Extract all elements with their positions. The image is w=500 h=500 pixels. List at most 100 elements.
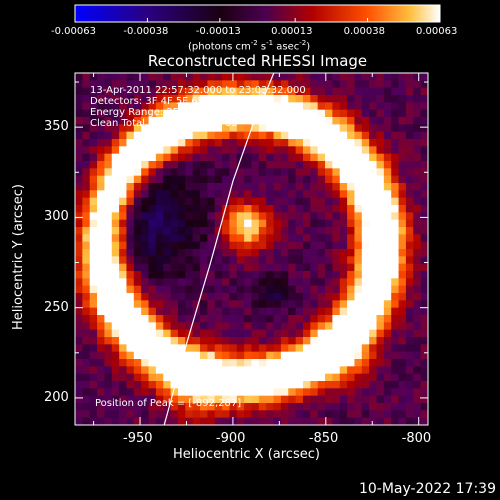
heatmap-cell — [133, 381, 142, 389]
heatmap-cell — [413, 161, 422, 169]
heatmap-cell — [97, 256, 106, 265]
heatmap-cell — [89, 307, 98, 316]
heatmap-cell — [383, 168, 392, 177]
heatmap-cell — [89, 256, 98, 265]
heatmap-cell — [369, 366, 378, 375]
heatmap-cell — [133, 117, 142, 125]
heatmap-cell — [244, 183, 253, 191]
heatmap-cell — [391, 219, 400, 228]
heatmap-cell — [222, 219, 231, 228]
heatmap-cell — [405, 300, 414, 309]
heatmap-cell — [361, 102, 370, 111]
heatmap-cell — [258, 73, 267, 81]
heatmap-cell — [347, 403, 356, 411]
heatmap-cell — [141, 337, 150, 345]
heatmap-cell — [207, 95, 216, 103]
heatmap-cell — [325, 351, 333, 360]
heatmap-cell — [104, 102, 113, 111]
heatmap-cell — [391, 271, 400, 279]
heatmap-cell — [361, 315, 370, 323]
heatmap-cell — [148, 388, 157, 397]
heatmap-cell — [258, 293, 267, 301]
heatmap-cell — [361, 366, 370, 375]
heatmap-cell — [383, 146, 392, 155]
heatmap-cell — [339, 373, 348, 382]
heatmap-cell — [192, 153, 201, 162]
heatmap-cell — [273, 300, 282, 309]
heatmap-cell — [405, 307, 414, 316]
heatmap-cell — [89, 278, 98, 287]
heatmap-cell — [376, 183, 385, 191]
info-box: 13-Apr-2011 22:57:32.000 to 23:03:32.000… — [90, 85, 306, 129]
heatmap-cell — [391, 351, 400, 360]
heatmap-cell — [104, 227, 113, 235]
heatmap-cell — [119, 205, 128, 213]
heatmap-cell — [200, 271, 208, 279]
heatmap-cell — [155, 351, 164, 360]
heatmap-cell — [405, 329, 414, 338]
heatmap-cell — [244, 234, 253, 243]
heatmap-cell — [332, 351, 341, 360]
heatmap-cell — [273, 403, 282, 411]
heatmap-cell — [339, 117, 348, 125]
heatmap-cell — [192, 124, 201, 133]
heatmap-cell — [266, 249, 275, 257]
heatmap-cell — [192, 285, 201, 294]
heatmap-cell — [214, 417, 223, 425]
heatmap-cell — [273, 263, 282, 272]
heatmap-cell — [126, 278, 135, 287]
heatmap-cell — [185, 205, 194, 213]
heatmap-cell — [376, 234, 385, 243]
heatmap-cell — [170, 249, 179, 257]
heatmap-cell — [192, 161, 201, 169]
heatmap-cell — [317, 212, 326, 221]
heatmap-cell — [369, 139, 378, 147]
heatmap-cell — [317, 344, 326, 353]
heatmap-cell — [302, 293, 311, 301]
heatmap-cell — [251, 388, 260, 397]
heatmap-cell — [332, 388, 341, 397]
heatmap-cell — [207, 278, 216, 287]
heatmap-cell — [310, 241, 319, 250]
heatmap-cell — [405, 197, 414, 206]
heatmap-cell — [75, 388, 83, 397]
heatmap-cell — [126, 131, 135, 140]
heatmap-cell — [413, 307, 422, 316]
heatmap-cell — [361, 161, 370, 169]
heatmap-cell — [126, 227, 135, 235]
heatmap-cell — [339, 329, 348, 338]
heatmap-cell — [361, 87, 370, 96]
heatmap-cell — [398, 161, 407, 169]
heatmap-cell — [141, 102, 150, 111]
heatmap-cell — [163, 300, 172, 309]
heatmap-cell — [310, 322, 319, 331]
heatmap-cell — [251, 322, 260, 331]
heatmap-cell — [119, 373, 128, 382]
heatmap-cell — [405, 395, 414, 404]
heatmap-cell — [185, 315, 194, 323]
heatmap-cell — [214, 212, 223, 221]
heatmap-cell — [170, 73, 179, 81]
heatmap-cell — [251, 373, 260, 382]
heatmap-cell — [82, 307, 91, 316]
heatmap-cell — [75, 403, 83, 411]
heatmap-cell — [420, 344, 428, 353]
heatmap-cell — [97, 278, 106, 287]
heatmap-cell — [104, 337, 113, 345]
heatmap-cell — [361, 256, 370, 265]
heatmap-cell — [229, 366, 238, 375]
heatmap-cell — [111, 109, 120, 118]
heatmap-cell — [258, 395, 267, 404]
heatmap-cell — [420, 410, 428, 419]
heatmap-cell — [391, 373, 400, 382]
heatmap-cell — [295, 80, 304, 89]
heatmap-cell — [369, 293, 378, 301]
heatmap-cell — [104, 109, 113, 118]
heatmap-cell — [295, 219, 304, 228]
heatmap-cell — [354, 300, 363, 309]
heatmap-cell — [420, 366, 428, 375]
heatmap-cell — [222, 359, 231, 367]
heatmap-cell — [104, 388, 113, 397]
heatmap-cell — [89, 381, 98, 389]
